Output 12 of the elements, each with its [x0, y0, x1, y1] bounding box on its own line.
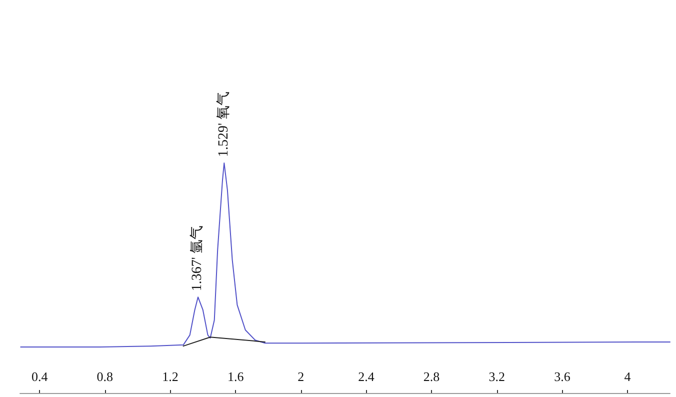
annotation: 1.367' 氩气: [189, 226, 206, 292]
x-tick-label: 0.4: [31, 369, 48, 384]
x-tick-label: 2.4: [358, 369, 375, 384]
x-tick-label: 2: [298, 369, 304, 384]
x-tick-label: 0.8: [96, 369, 114, 384]
annotation: 1.529' 氧气: [215, 91, 232, 157]
x-tick-label: 2.8: [423, 369, 440, 384]
x-tick-label: 1.6: [227, 369, 244, 384]
x-tick-label: 4: [624, 369, 632, 384]
x-tick-label: 3.6: [554, 369, 571, 384]
x-tick-label: 1.2: [162, 369, 178, 384]
x-tick-label: 3.2: [488, 369, 506, 384]
